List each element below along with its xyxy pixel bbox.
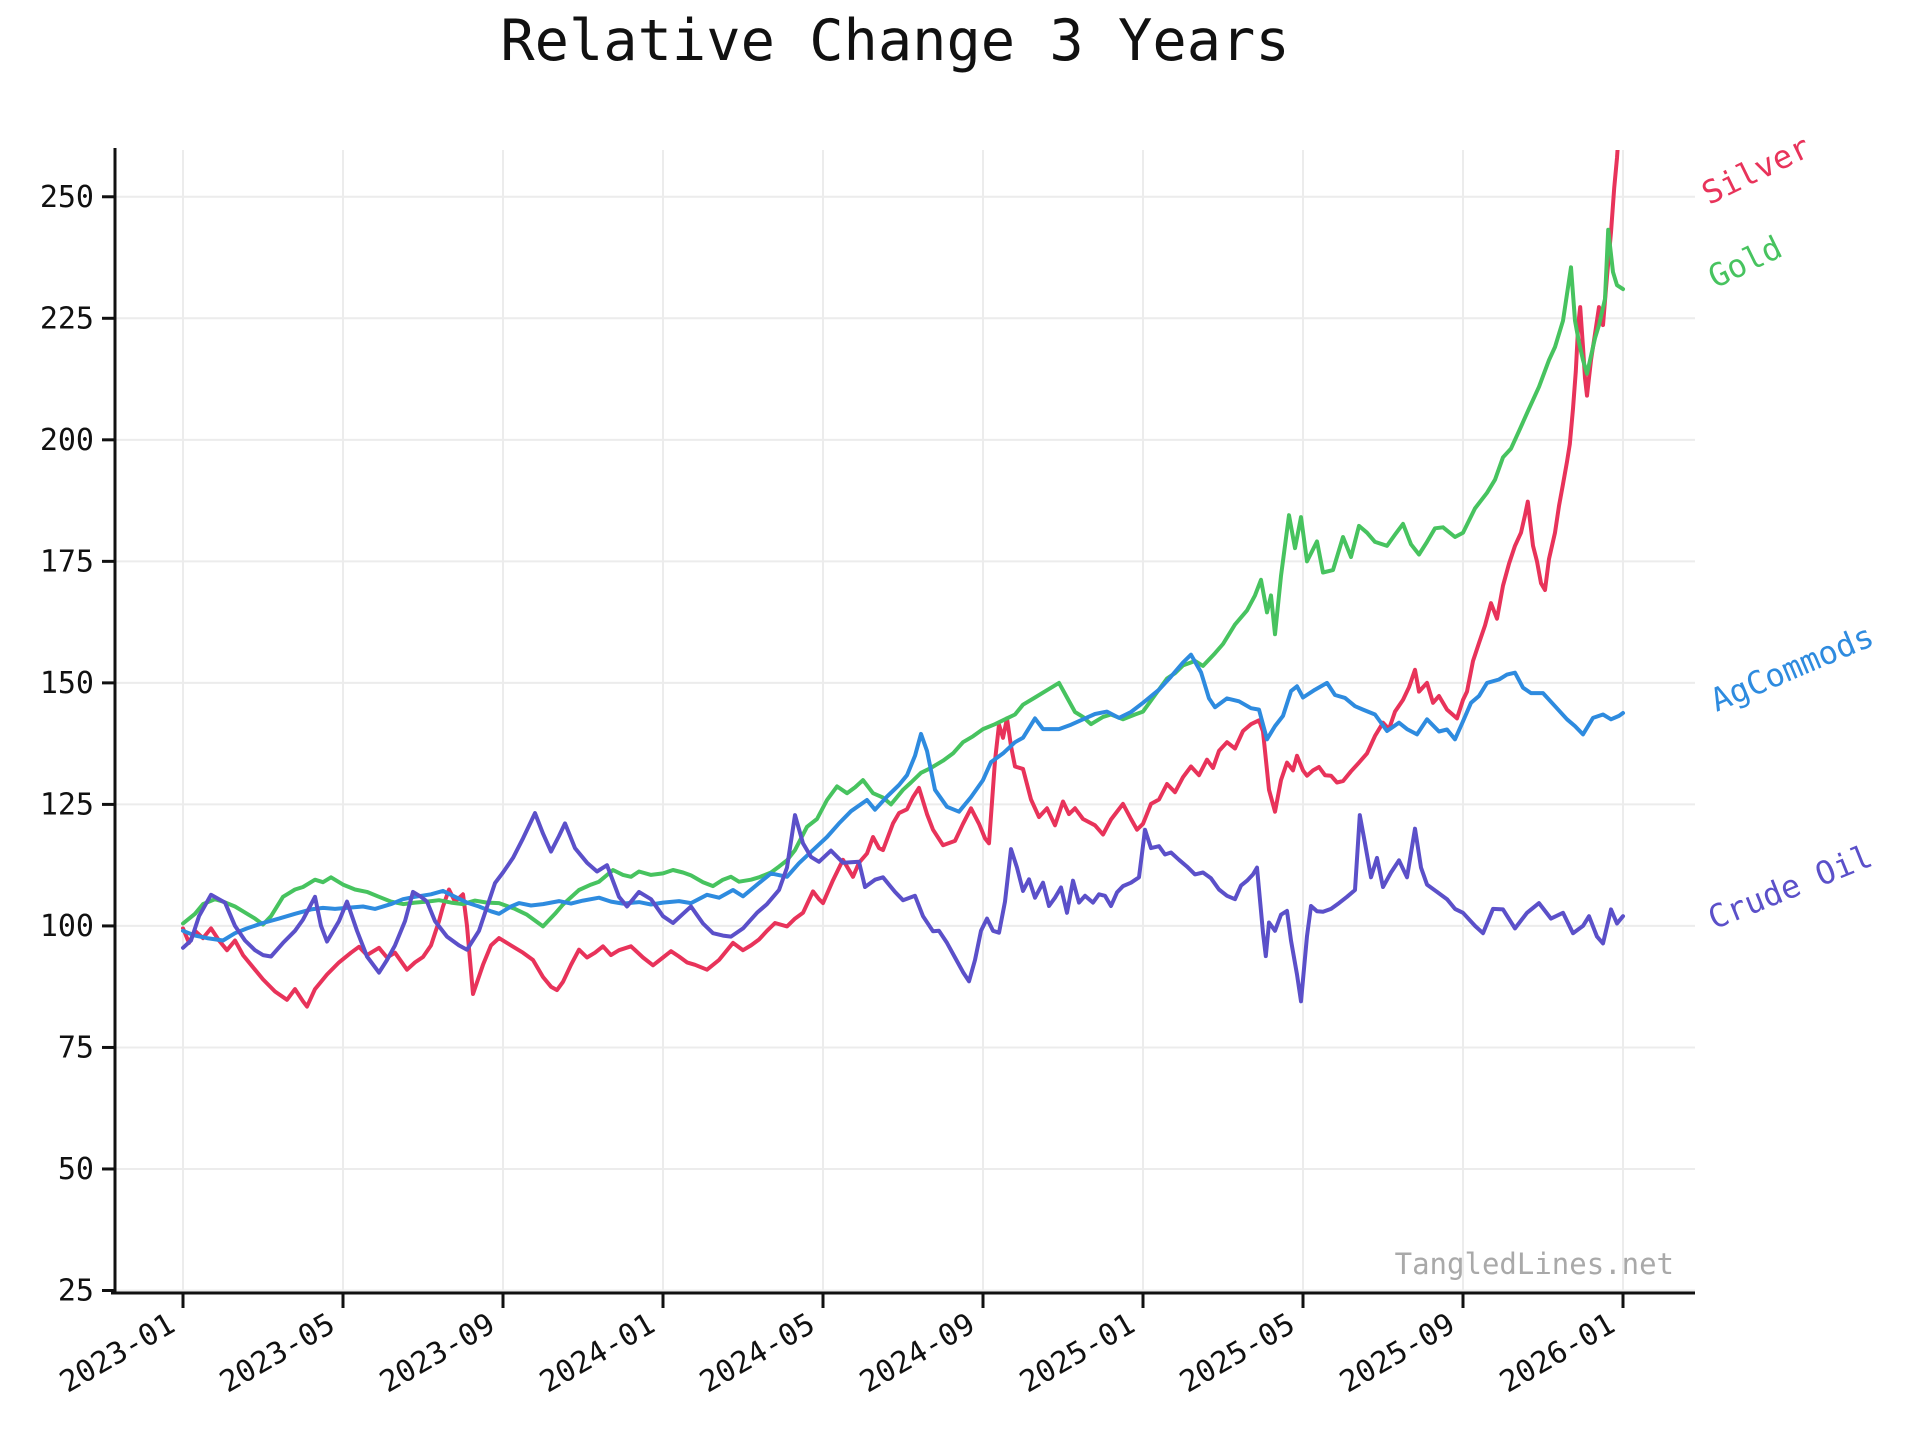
x-tick-label: 2025-05 <box>1174 1307 1301 1401</box>
y-tick-label: 75 <box>58 1030 94 1065</box>
y-tick-label: 225 <box>40 301 94 336</box>
series-line-silver <box>181 150 1620 1009</box>
x-tick-label: 2026-01 <box>1494 1307 1621 1401</box>
y-tick-label: 125 <box>40 787 94 822</box>
y-tick-label: 150 <box>40 666 94 701</box>
watermark: TangledLines.net <box>1395 1247 1674 1281</box>
y-tick-label: 200 <box>40 423 94 458</box>
gridlines <box>115 150 1695 1293</box>
tick-labels: 25 50 75 100 125 150 175 200 225 250 2023-01 2023-0… <box>40 180 1621 1400</box>
series-line-gold <box>181 227 1625 929</box>
series-line-crude-oil <box>181 811 1625 1004</box>
x-tick-label: 2023-05 <box>214 1307 341 1401</box>
chart-title: Relative Change 3 Years <box>500 8 1290 74</box>
y-tick-label: 250 <box>40 180 94 215</box>
x-tick-label: 2023-09 <box>374 1307 501 1401</box>
y-tick-label: 25 <box>58 1274 94 1309</box>
x-tick-label: 2023-01 <box>54 1307 181 1401</box>
y-tick-label: 100 <box>40 909 94 944</box>
axes <box>102 148 1695 1308</box>
y-tick-label: 50 <box>58 1152 94 1187</box>
data-lines <box>181 150 1625 1009</box>
x-tick-label: 2025-09 <box>1334 1307 1461 1401</box>
x-tick-label: 2024-05 <box>694 1307 821 1401</box>
x-tick-label: 2025-01 <box>1014 1307 1141 1401</box>
x-tick-label: 2024-09 <box>854 1307 981 1401</box>
x-tick-label: 2024-01 <box>534 1307 661 1401</box>
series-line-agcommods <box>181 652 1625 943</box>
y-tick-label: 175 <box>40 544 94 579</box>
